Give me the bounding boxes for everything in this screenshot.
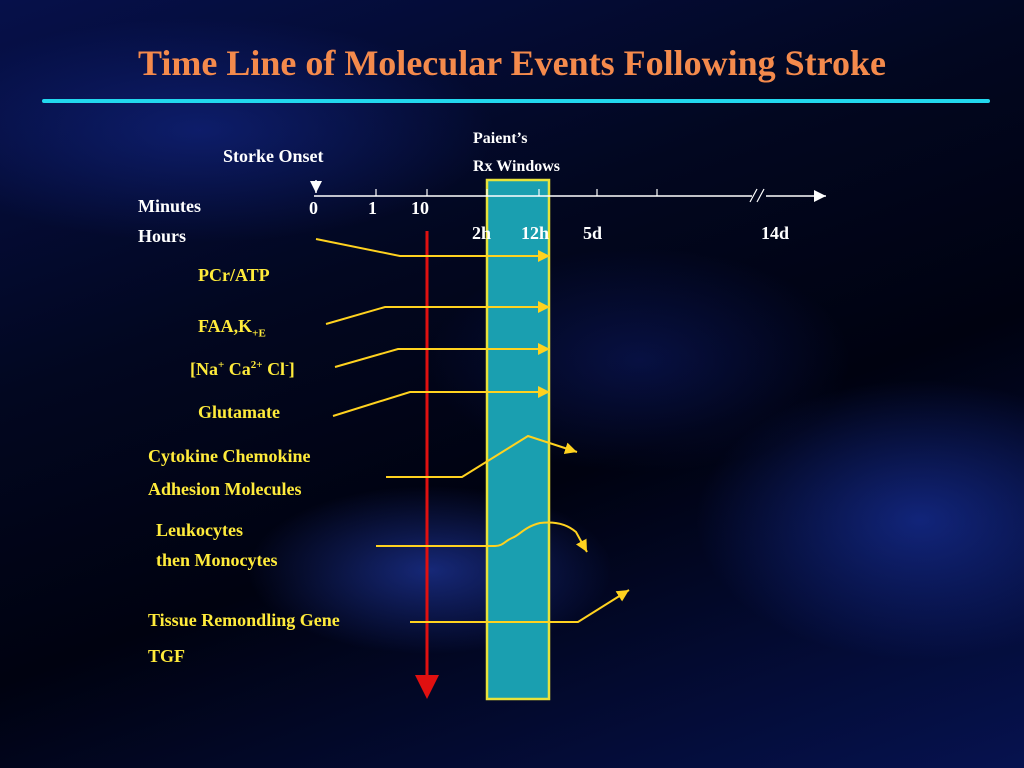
event-label-cytokine: Cytokine Chemokine xyxy=(148,446,311,466)
event-label-tissue-remodeling: Tissue Remondling Gene xyxy=(148,610,340,630)
event-label-adhesion: Adhesion Molecules xyxy=(148,479,302,499)
tick-label-hours: 2h xyxy=(472,223,492,243)
event-label-faa: FAA,K+E xyxy=(198,316,266,340)
pcr-atp-line xyxy=(315,238,550,262)
slide-title: Time Line of Molecular Events Following … xyxy=(138,43,886,83)
axis-break-mark-2 xyxy=(756,188,765,203)
event-label-pcr-atp: PCr/ATP xyxy=(198,265,270,285)
ions-line xyxy=(334,343,550,368)
tick-label-minutes: 10 xyxy=(411,198,429,218)
event-label-glutamate: Glutamate xyxy=(198,402,280,422)
faa-line xyxy=(325,301,550,325)
stroke-onset-label: Storke Onset xyxy=(223,146,324,166)
event-label-tgf: TGF xyxy=(148,646,186,666)
tick-label-minutes: 1 xyxy=(368,198,377,218)
rx-window-label-line1: Paient’s xyxy=(473,130,528,147)
tick-label-minutes: 0 xyxy=(309,198,318,218)
tick-label-hours: 14d xyxy=(761,223,790,243)
title-underline xyxy=(42,99,990,103)
tissue-remodeling-line xyxy=(410,589,630,623)
leukocyte-line xyxy=(376,521,588,553)
event-label-ions: [Na+ Ca2+ Cl-] xyxy=(190,359,295,379)
minutes-row-label: Minutes xyxy=(138,196,201,216)
glutamate-line xyxy=(332,386,550,417)
event-label-monocytes: then Monocytes xyxy=(156,550,278,570)
hours-row-label: Hours xyxy=(138,226,187,246)
event-label-leukocytes: Leukocytes xyxy=(156,520,243,540)
axis-break-mark-1 xyxy=(749,188,758,203)
rx-window-label-line2: Rx Windows xyxy=(473,158,560,175)
tick-label-hours: 5d xyxy=(583,223,603,243)
cytokine-line xyxy=(386,434,578,478)
tick-label-hours: 12h xyxy=(521,223,550,243)
